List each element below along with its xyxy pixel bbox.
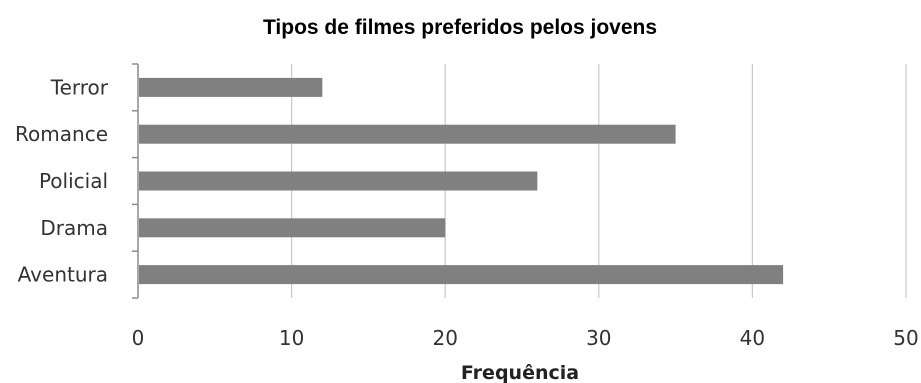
category-label-aventura: Aventura xyxy=(18,263,108,287)
gridlines xyxy=(291,64,907,298)
bars xyxy=(139,77,784,285)
category-label-terror: Terror xyxy=(50,75,109,99)
category-label-drama: Drama xyxy=(40,216,108,240)
x-tick-label-40: 40 xyxy=(740,326,765,350)
category-labels: Terror Romance Policial Drama Aventura xyxy=(15,75,109,286)
x-tick-label-10: 10 xyxy=(279,326,304,350)
category-label-romance: Romance xyxy=(15,122,108,146)
x-tick-label-20: 20 xyxy=(432,326,457,350)
bar-policial xyxy=(139,171,538,191)
x-tick-label-0: 0 xyxy=(132,326,145,350)
axes xyxy=(132,63,139,299)
bar-romance xyxy=(139,124,676,144)
x-axis-title: Frequência xyxy=(461,362,579,383)
tick-labels: 0 10 20 30 40 50 xyxy=(132,326,919,350)
bar-terror xyxy=(139,77,323,97)
x-tick-label-30: 30 xyxy=(586,326,611,350)
bar-drama xyxy=(139,218,446,238)
x-tick-label-50: 50 xyxy=(893,326,918,350)
bar-aventura xyxy=(139,265,784,285)
chart-title: Tipos de filmes preferidos pelos jovens xyxy=(263,16,657,39)
category-label-policial: Policial xyxy=(39,169,108,193)
